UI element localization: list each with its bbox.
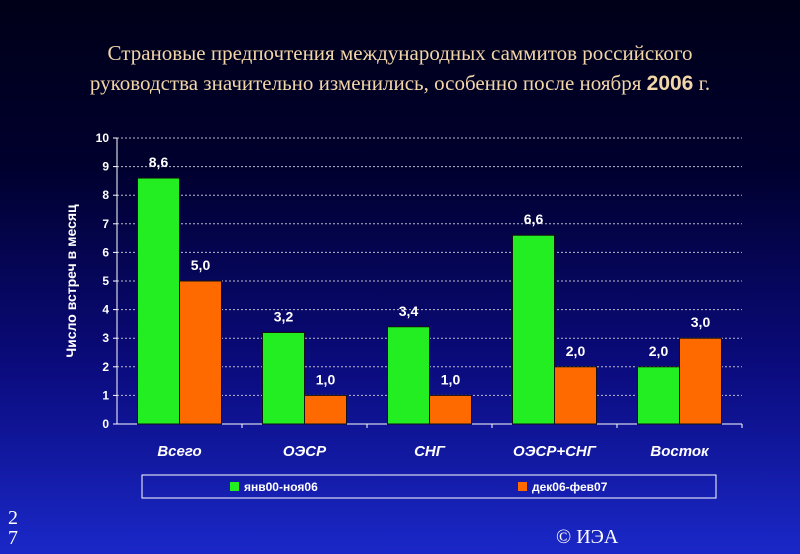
legend-box [141,474,717,499]
bar-series2 [679,337,722,425]
x-tick-label: ОЭСР [283,443,327,460]
data-label: 1,0 [316,371,336,387]
data-label: 3,2 [274,308,294,324]
data-label: 2,0 [566,343,586,359]
data-labels: 8,6 5,0 3,2 1,0 3,4 1,0 6,6 2,0 2,0 3,0 [149,154,711,387]
data-label: 3,4 [399,303,419,319]
data-label: 1,0 [441,371,461,387]
bar-series2 [429,394,472,425]
y-tick-label: 7 [102,217,109,231]
legend: янв00-ноя06 дек06-фев07 [141,474,717,499]
y-tick-label: 5 [102,274,109,288]
legend-swatch [230,482,239,491]
axes: 0 1 2 3 4 5 6 7 8 9 10 Всего ОЭСР СНГ ОЭСР+СНГ Восток [96,131,743,460]
y-tick-label: 3 [102,331,109,345]
y-tick-label: 0 [102,417,109,431]
y-tick-label: 2 [102,360,109,374]
page-number: 27 [8,507,18,549]
data-label: 6,6 [524,211,544,227]
legend-label: дек06-фев07 [532,480,608,494]
slide-title: Страновые предпочтения международных сам… [0,38,800,99]
x-tick-label: Восток [650,443,710,460]
copyright: © ИЭА [556,526,619,548]
title-suffix: г. [693,71,711,95]
data-label: 5,0 [191,257,211,273]
title-line-2: руководства значительно изменились, особ… [0,68,800,99]
data-label: 3,0 [691,314,711,330]
data-label: 8,6 [149,154,169,170]
y-tick-label: 10 [96,131,110,145]
bar-series1 [637,366,680,425]
title-year: 2006 [646,72,694,95]
title-line-2-text: руководства значительно изменились, особ… [89,71,647,95]
y-tick-label: 1 [102,388,109,402]
y-tick-label: 6 [102,245,109,259]
legend-label: янв00-ноя06 [244,480,318,494]
bar-series2 [179,280,222,425]
y-tick-label: 4 [102,303,109,317]
y-axis-label: Число встреч в месяц [63,204,79,358]
bar-series1 [387,326,430,425]
bar-series2 [554,366,597,425]
y-tick-label: 9 [102,160,109,174]
bar-series2 [304,394,347,425]
bar-series1 [262,331,305,425]
x-tick-label: ОЭСР+СНГ [513,443,597,460]
x-tick-label: Всего [157,443,201,460]
title-line-1: Страновые предпочтения международных сам… [107,41,693,65]
x-tick-label: СНГ [414,443,446,460]
y-tick-label: 8 [102,188,109,202]
bar-series1 [512,234,555,425]
data-label: 2,0 [649,343,669,359]
legend-swatch [518,482,527,491]
bars [137,177,722,425]
bar-series1 [137,177,180,425]
